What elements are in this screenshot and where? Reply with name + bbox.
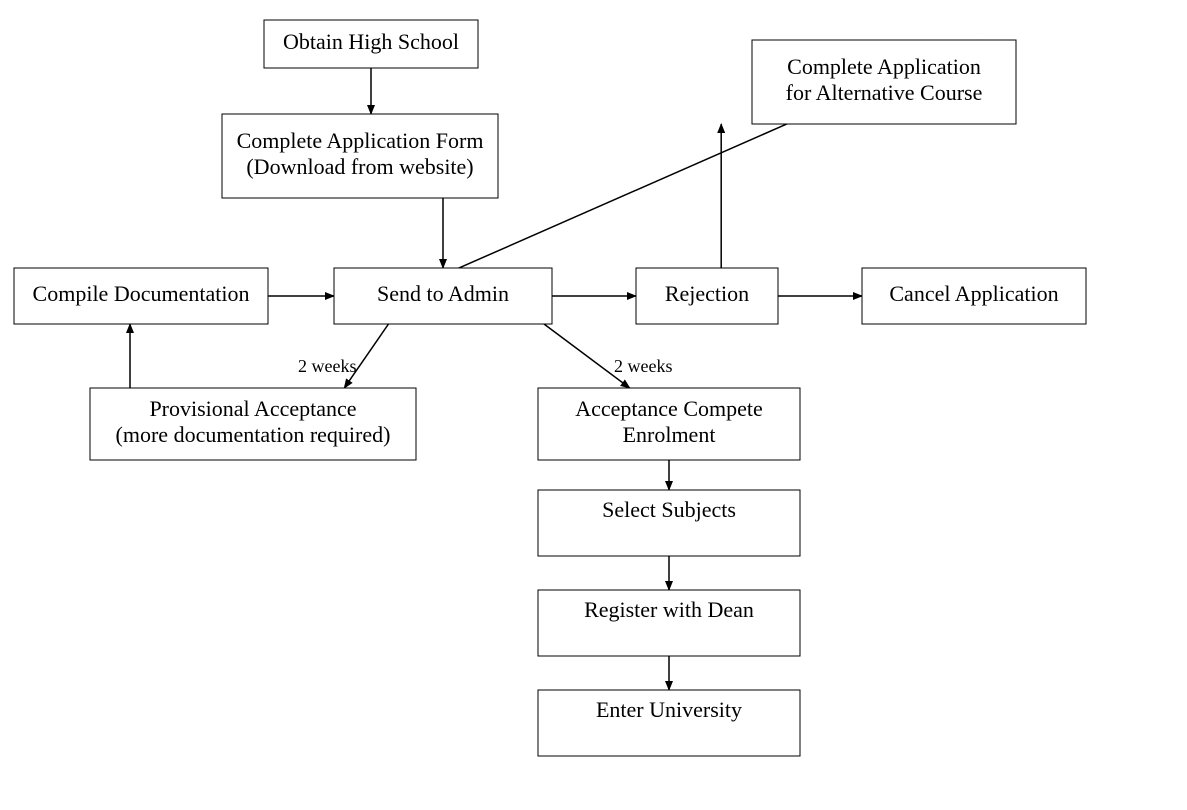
node-sendadmin: Send to Admin: [334, 268, 552, 324]
node-text-provacc-line0: Provisional Acceptance: [149, 396, 356, 421]
node-text-selectsub-line0: Select Subjects: [602, 497, 736, 522]
node-text-obtain-line0: Obtain High School: [283, 29, 459, 54]
node-text-provacc-line1: (more documentation required): [116, 422, 391, 447]
node-rejection: Rejection: [636, 268, 778, 324]
edge-label-sendadmin-to-accenrol: 2 weeks: [614, 356, 672, 376]
node-selectsub: Select Subjects: [538, 490, 800, 556]
node-text-sendadmin-line0: Send to Admin: [377, 281, 509, 306]
node-cancel: Cancel Application: [862, 268, 1086, 324]
node-text-compile-line0: Compile Documentation: [33, 281, 250, 306]
node-altcourse: Complete Applicationfor Alternative Cour…: [752, 40, 1016, 124]
node-text-regdean-line0: Register with Dean: [584, 597, 754, 622]
node-obtain: Obtain High School: [264, 20, 478, 68]
node-text-enteruni-line0: Enter University: [596, 697, 742, 722]
university-application-flowchart: 2 weeks 2 weeks Obtain High School Complete…: [0, 0, 1187, 810]
node-text-accenrol-line1: Enrolment: [623, 422, 716, 447]
node-text-accenrol-line0: Acceptance Compete: [575, 396, 763, 421]
node-appform: Complete Application Form(Download from …: [222, 114, 498, 198]
edge-label-sendadmin-to-provacc: 2 weeks: [298, 356, 356, 376]
node-regdean: Register with Dean: [538, 590, 800, 656]
flowchart-nodes: Obtain High School Complete Application F…: [14, 20, 1086, 756]
node-text-appform-line0: Complete Application Form: [237, 128, 484, 153]
node-text-cancel-line0: Cancel Application: [889, 281, 1058, 306]
node-provacc: Provisional Acceptance(more documentatio…: [90, 388, 416, 460]
node-enteruni: Enter University: [538, 690, 800, 756]
node-accenrol: Acceptance CompeteEnrolment: [538, 388, 800, 460]
node-text-rejection-line0: Rejection: [665, 281, 749, 306]
node-compile: Compile Documentation: [14, 268, 268, 324]
node-text-appform-line1: (Download from website): [246, 154, 473, 179]
node-text-altcourse-line0: Complete Application: [787, 54, 981, 79]
node-text-altcourse-line1: for Alternative Course: [786, 80, 983, 105]
